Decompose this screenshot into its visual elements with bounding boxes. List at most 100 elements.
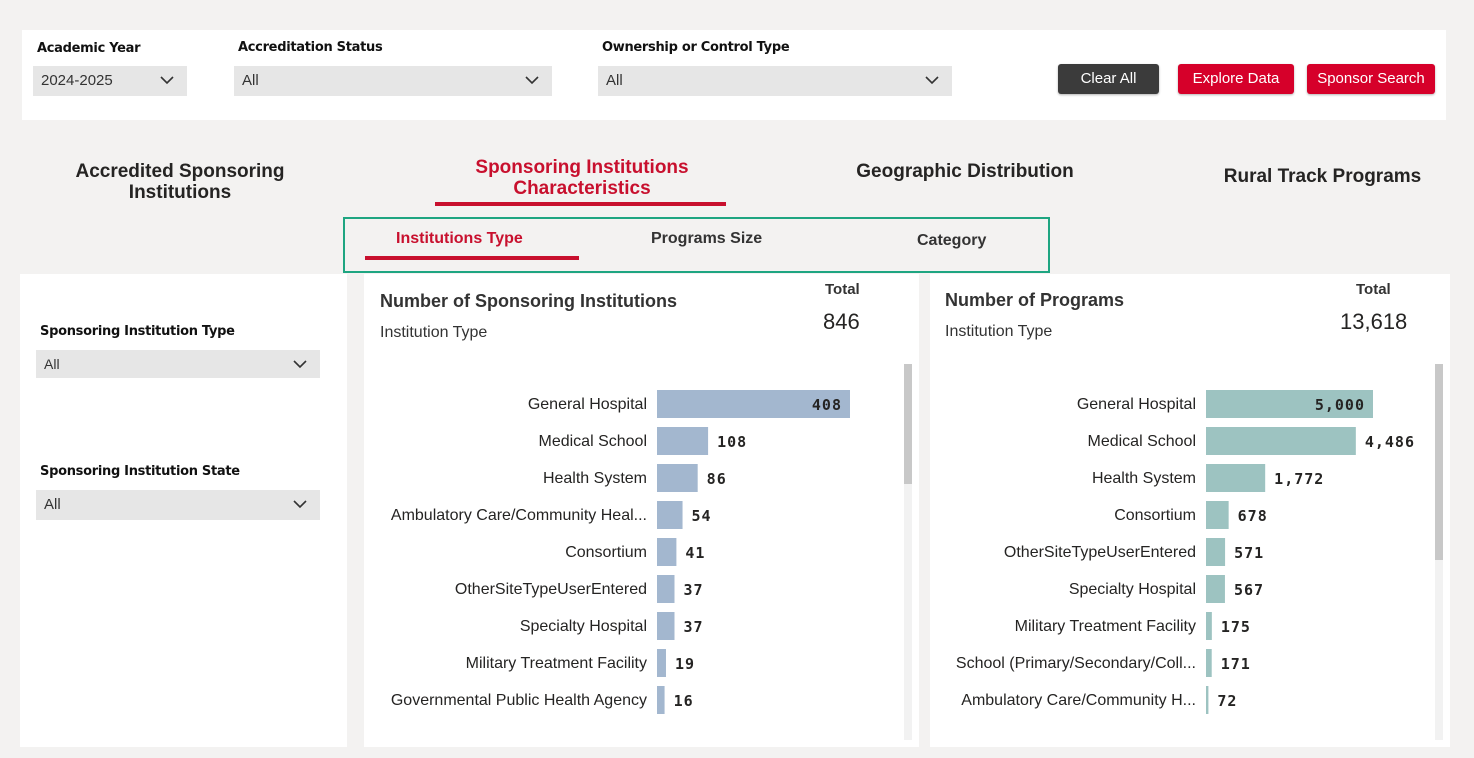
academic-year-value: 2024-2025 [41, 72, 113, 89]
bar[interactable] [657, 575, 675, 603]
category-label: Military Treatment Facility [466, 655, 647, 672]
category-label: Health System [1092, 470, 1196, 487]
tab-sponsoring-institutions-characteristics[interactable]: Sponsoring Institutions Characteristics [475, 157, 689, 199]
category-label: Ambulatory Care/Community H... [961, 692, 1196, 709]
ownership-value: All [606, 72, 623, 89]
value-label: 54 [692, 507, 712, 525]
category-label: Military Treatment Facility [1015, 618, 1196, 635]
bar[interactable] [657, 649, 666, 677]
total-value: 13,618 [1340, 309, 1408, 334]
institution-state-value: All [44, 496, 61, 513]
value-label: 1,772 [1274, 470, 1324, 488]
academic-year-label: Academic Year [37, 41, 141, 56]
value-label: 408 [812, 396, 842, 414]
bar[interactable] [1206, 686, 1209, 714]
chart-title: Number of Sponsoring Institutions [380, 291, 677, 311]
bar[interactable] [657, 464, 698, 492]
institution-state-dropdown[interactable]: All [36, 490, 320, 520]
value-label: 37 [684, 618, 704, 636]
value-label: 37 [684, 581, 704, 599]
clear-all-button[interactable]: Clear All [1058, 64, 1159, 94]
academic-year-dropdown[interactable]: 2024-2025 [33, 66, 187, 96]
bar[interactable] [1206, 501, 1229, 529]
accreditation-status-value: All [242, 72, 259, 89]
value-label: 175 [1221, 618, 1251, 636]
chevron-down-icon [160, 76, 174, 85]
value-label: 571 [1234, 544, 1264, 562]
category-label: Ambulatory Care/Community Heal... [391, 507, 647, 524]
accreditation-status-dropdown[interactable]: All [234, 66, 552, 96]
bar[interactable] [657, 427, 709, 455]
bar-chart-programs: General Hospital 5,000 Medical School 4,486… [956, 390, 1415, 714]
category-label: Health System [543, 470, 647, 487]
total-label: Total [825, 281, 860, 298]
category-label: Medical School [539, 433, 648, 450]
value-label: 567 [1234, 581, 1264, 599]
filter-bar: Academic Year 2024-2025 Accreditation St… [22, 30, 1446, 120]
bar[interactable] [657, 612, 675, 640]
value-label: 86 [707, 470, 727, 488]
bar[interactable] [1206, 390, 1373, 418]
bar-chart-institutions: General Hospital 408 Medical School 108 Heal… [391, 390, 850, 714]
category-label: Consortium [565, 544, 647, 561]
institution-state-label: Sponsoring Institution State [40, 464, 240, 479]
category-label: Governmental Public Health Agency [391, 692, 647, 709]
chevron-down-icon [293, 500, 307, 509]
category-label: School (Primary/Secondary/Coll... [956, 655, 1196, 672]
bar[interactable] [657, 501, 683, 529]
accreditation-status-label: Accreditation Status [238, 40, 383, 55]
total-label: Total [1356, 281, 1391, 298]
ownership-dropdown[interactable]: All [598, 66, 952, 96]
category-label: OtherSiteTypeUserEntered [1004, 544, 1196, 561]
tab-rural-track-programs[interactable]: Rural Track Programs [1223, 166, 1422, 187]
ownership-label: Ownership or Control Type [602, 40, 790, 55]
value-label: 171 [1221, 655, 1251, 673]
value-label: 5,000 [1315, 396, 1365, 414]
value-label: 16 [674, 692, 694, 710]
bar[interactable] [657, 686, 665, 714]
category-label: General Hospital [528, 396, 647, 413]
category-label: Medical School [1088, 433, 1197, 450]
total-value: 846 [823, 309, 860, 334]
sponsoring-institutions-chart-panel: Number of Sponsoring Institutions Instit… [364, 274, 919, 747]
chevron-down-icon [293, 360, 307, 369]
chart-subtitle: Institution Type [380, 324, 488, 341]
tab-geographic-distribution[interactable]: Geographic Distribution [856, 161, 1074, 182]
subtab-institutions-type[interactable]: Institutions Type [396, 230, 523, 247]
category-label: Specialty Hospital [520, 618, 647, 635]
chevron-down-icon [925, 76, 939, 85]
chart-subtitle: Institution Type [945, 323, 1053, 340]
value-label: 108 [717, 433, 747, 451]
bar[interactable] [1206, 612, 1212, 640]
subtab-group: Institutions Type Programs Size Category [343, 217, 1050, 273]
bar[interactable] [657, 538, 677, 566]
bar[interactable] [1206, 575, 1225, 603]
scrollbar-track[interactable] [904, 364, 912, 740]
bar[interactable] [1206, 464, 1266, 492]
active-tab-underline [435, 202, 726, 206]
bar[interactable] [657, 390, 850, 418]
programs-chart-panel: Number of Programs Institution Type Tota… [930, 274, 1450, 747]
sponsor-search-button[interactable]: Sponsor Search [1307, 64, 1435, 94]
tab-accredited-sponsoring-institutions[interactable]: Accredited Sponsoring Institutions [75, 161, 285, 203]
chevron-down-icon [525, 76, 539, 85]
institution-type-value: All [44, 356, 60, 372]
category-label: General Hospital [1077, 396, 1196, 413]
value-label: 4,486 [1365, 433, 1415, 451]
bar[interactable] [1206, 649, 1212, 677]
bar[interactable] [1206, 538, 1226, 566]
scrollbar-thumb[interactable] [904, 364, 912, 484]
explore-data-button[interactable]: Explore Data [1178, 64, 1294, 94]
category-label: Consortium [1114, 507, 1196, 524]
value-label: 72 [1217, 692, 1237, 710]
subtab-category[interactable]: Category [917, 232, 987, 249]
value-label: 678 [1238, 507, 1268, 525]
bar[interactable] [1206, 427, 1356, 455]
category-label: OtherSiteTypeUserEntered [455, 581, 647, 598]
institution-type-dropdown[interactable]: All [36, 350, 320, 378]
institution-type-label: Sponsoring Institution Type [40, 324, 235, 339]
chart-title: Number of Programs [945, 290, 1125, 310]
side-filter-panel: Sponsoring Institution Type All Sponsori… [20, 274, 347, 747]
scrollbar-thumb[interactable] [1435, 364, 1443, 560]
subtab-programs-size[interactable]: Programs Size [651, 230, 763, 247]
